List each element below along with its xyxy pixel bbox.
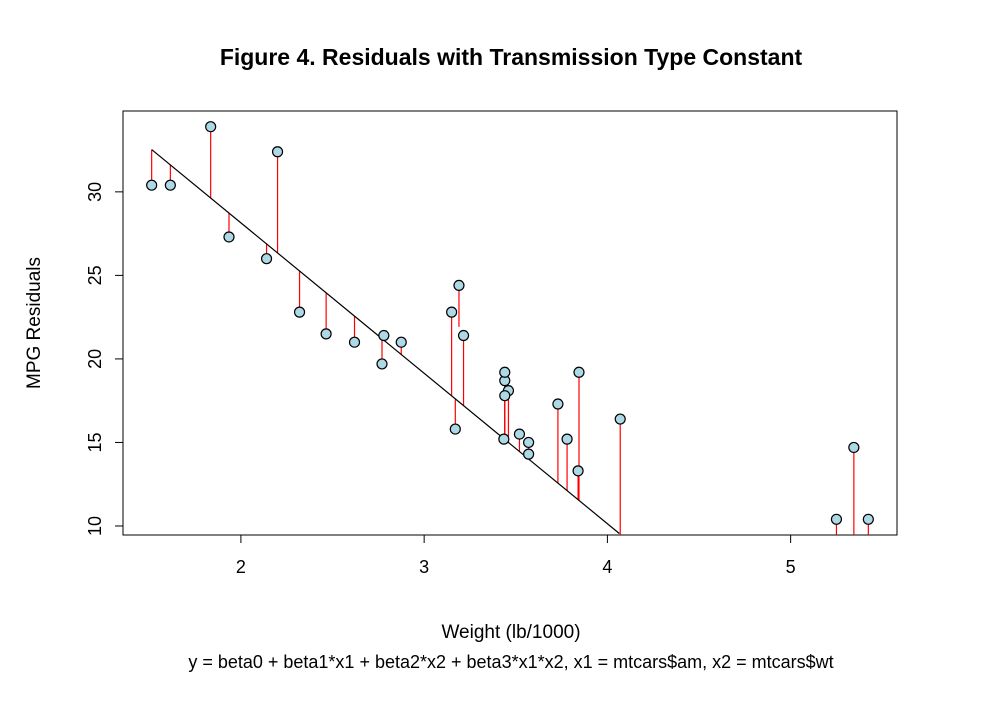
x-tick-label: 5 <box>786 557 796 577</box>
data-point <box>260 253 273 265</box>
x-tick-label: 4 <box>602 557 612 577</box>
x-tick-label: 2 <box>236 557 246 577</box>
data-point <box>446 306 458 318</box>
data-point <box>453 279 465 292</box>
data-point <box>320 328 332 340</box>
chart-subtitle: y = beta0 + beta1*x1 + beta2*x2 + beta3*… <box>188 652 833 672</box>
x-axis: 2 3 4 5 <box>236 534 796 577</box>
plot-frame <box>122 110 898 536</box>
data-point <box>862 513 874 525</box>
data-point <box>522 436 535 449</box>
data-point <box>293 306 306 318</box>
data-point <box>552 398 564 410</box>
data-point <box>498 433 510 445</box>
data-point <box>573 366 585 378</box>
data-point <box>830 513 843 525</box>
data-point <box>376 358 388 370</box>
y-axis-label: MPG Residuals <box>24 257 45 389</box>
data-point <box>378 329 390 342</box>
y-tick-label: 10 <box>85 516 105 536</box>
data-point <box>499 390 511 402</box>
data-point <box>513 428 526 440</box>
x-axis-label: Weight (lb/1000) <box>441 622 580 643</box>
data-point <box>449 423 461 435</box>
data-point <box>499 366 511 378</box>
y-tick-label: 20 <box>85 349 105 369</box>
data-point <box>572 465 584 477</box>
data-point <box>522 448 535 460</box>
data-point <box>457 329 470 342</box>
y-tick-label: 25 <box>85 265 105 285</box>
data-points <box>146 121 874 525</box>
data-point <box>395 336 407 348</box>
data-point <box>848 441 860 454</box>
data-point <box>614 413 626 425</box>
data-point <box>561 433 573 445</box>
data-point <box>348 336 361 348</box>
y-axis: 10 15 20 25 30 <box>85 182 124 536</box>
x-tick-label: 3 <box>419 557 429 577</box>
data-point <box>205 121 217 133</box>
residual-lines <box>151 126 869 535</box>
regression-line <box>151 149 620 534</box>
y-tick-label: 30 <box>85 182 105 202</box>
chart-title: Figure 4. Residuals with Transmission Ty… <box>220 44 803 70</box>
data-point <box>164 179 176 191</box>
y-tick-label: 15 <box>85 432 105 452</box>
data-point <box>223 231 235 243</box>
data-point <box>271 146 284 158</box>
data-point <box>146 179 158 191</box>
